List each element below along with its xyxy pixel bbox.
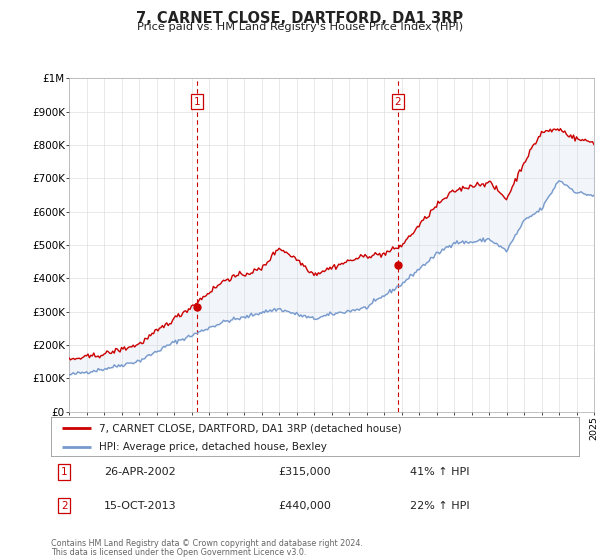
- Text: £440,000: £440,000: [278, 501, 331, 511]
- Text: 7, CARNET CLOSE, DARTFORD, DA1 3RP: 7, CARNET CLOSE, DARTFORD, DA1 3RP: [136, 11, 464, 26]
- Text: 26-APR-2002: 26-APR-2002: [104, 467, 176, 477]
- Text: This data is licensed under the Open Government Licence v3.0.: This data is licensed under the Open Gov…: [51, 548, 307, 557]
- Text: 1: 1: [61, 467, 68, 477]
- Text: 2: 2: [395, 97, 401, 107]
- Text: 7, CARNET CLOSE, DARTFORD, DA1 3RP (detached house): 7, CARNET CLOSE, DARTFORD, DA1 3RP (deta…: [98, 423, 401, 433]
- Text: 1: 1: [194, 97, 200, 107]
- Text: Price paid vs. HM Land Registry's House Price Index (HPI): Price paid vs. HM Land Registry's House …: [137, 22, 463, 32]
- Text: 22% ↑ HPI: 22% ↑ HPI: [410, 501, 470, 511]
- Text: 2: 2: [61, 501, 68, 511]
- Text: £315,000: £315,000: [278, 467, 331, 477]
- Text: 15-OCT-2013: 15-OCT-2013: [104, 501, 176, 511]
- Text: Contains HM Land Registry data © Crown copyright and database right 2024.: Contains HM Land Registry data © Crown c…: [51, 539, 363, 548]
- Text: HPI: Average price, detached house, Bexley: HPI: Average price, detached house, Bexl…: [98, 442, 326, 451]
- Text: 41% ↑ HPI: 41% ↑ HPI: [410, 467, 470, 477]
